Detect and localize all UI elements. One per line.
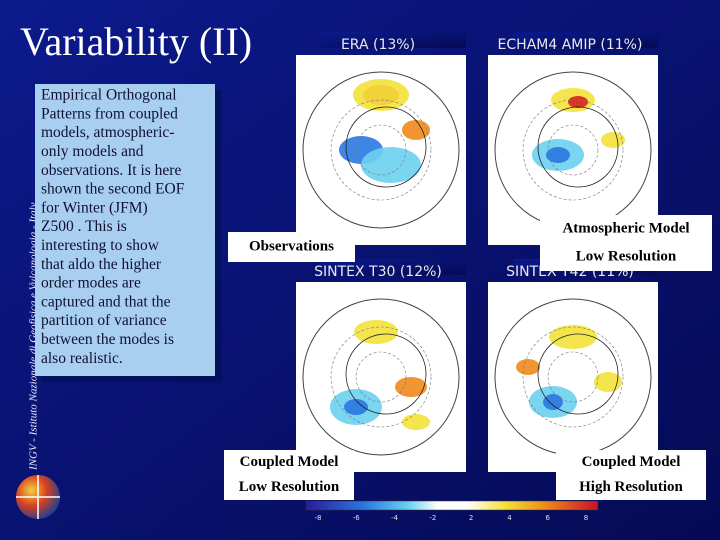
colorbar-label: 2: [469, 514, 473, 522]
body-line: shown the second EOF: [41, 181, 185, 198]
label-line: Low Resolution: [576, 248, 677, 264]
panel-title: ECHAM4 AMIP (11%): [498, 37, 643, 53]
map-contour: [522, 326, 624, 428]
colorbar-label: -2: [429, 514, 436, 522]
colorbar-label: 4: [507, 514, 512, 522]
body-line: interesting to show: [41, 237, 160, 254]
colorbar-label: 6: [545, 514, 550, 522]
map-anomaly: [354, 320, 398, 344]
map-contour: [547, 124, 599, 176]
panel-title-bg: [321, 32, 466, 48]
body-line: partition of variance: [41, 312, 167, 329]
map-contour: [522, 99, 624, 201]
label-box: [540, 215, 712, 271]
panel-title-bg: [321, 259, 466, 275]
colorbar: [305, 500, 599, 511]
label-line: Atmospheric Model: [562, 220, 689, 236]
map-contour: [355, 124, 407, 176]
map-anomaly: [353, 79, 409, 111]
label-box: [556, 450, 706, 500]
map-contour: [330, 326, 432, 428]
label-line: Low Resolution: [239, 479, 340, 495]
body-line: Empirical Orthogonal: [41, 87, 177, 104]
text-box: [35, 84, 215, 376]
colorbar-labels: -8 -6 -4 -2 2 4 6 8: [315, 514, 589, 522]
map-anomaly: [516, 359, 540, 375]
map-anomaly: [543, 394, 563, 410]
body-line: for Winter (JFM): [41, 199, 148, 216]
map-contour: [330, 99, 432, 201]
map-anomaly: [402, 414, 430, 430]
body-line: also realistic.: [41, 350, 123, 367]
map-anomaly: [546, 147, 570, 163]
map-coast: [345, 333, 427, 415]
label-line: High Resolution: [579, 479, 683, 495]
body-line: that aldo the higher: [41, 256, 162, 273]
body-line: models, atmospheric-: [41, 124, 174, 141]
map-anomaly: [594, 372, 622, 392]
map-anomaly: [395, 377, 427, 397]
colorbar-label: -6: [353, 514, 361, 522]
body-line: Patterns from coupled: [41, 105, 178, 122]
colorbar-label: -8: [315, 514, 322, 522]
label-box: [224, 450, 354, 500]
label-line: Observations: [249, 238, 334, 254]
body-line: captured and that the: [41, 293, 171, 310]
map-anomaly: [601, 132, 625, 148]
map-anomaly: [568, 96, 588, 108]
colorbar-label: -4: [391, 514, 399, 522]
map-contour: [547, 351, 599, 403]
map-anomaly: [549, 325, 597, 349]
map-anomaly: [344, 399, 368, 415]
map-anomaly: [402, 120, 430, 140]
map-anomaly: [361, 147, 421, 183]
map-contour: [355, 351, 407, 403]
map-coast: [537, 106, 619, 188]
map-coast: [345, 106, 427, 188]
map-globe: [494, 298, 652, 456]
body-line: between the modes is: [41, 331, 174, 348]
body-line: only models and: [41, 143, 144, 160]
panel-title-bg: [513, 32, 658, 48]
slide-title: Variability (II): [20, 19, 252, 64]
body-line: Z500 . This is: [41, 218, 127, 235]
panel-title: SINTEX T30 (12%): [314, 264, 442, 280]
label-line: Coupled Model: [582, 454, 681, 470]
panel-labels: Observations Atmospheric Model Low Resolut…: [224, 215, 712, 500]
panel-title: ERA (13%): [341, 37, 415, 53]
body-line: observations. It is here: [41, 162, 181, 179]
map-coast: [537, 333, 619, 415]
label-box: [228, 232, 355, 262]
body-line: order modes are: [41, 275, 141, 292]
map-panels: ERA (13%) ECHAM4 AMIP (11%) SINTEX T30 (12…: [296, 32, 658, 472]
colorbar-label: 8: [584, 514, 588, 522]
label-line: Coupled Model: [240, 454, 339, 470]
